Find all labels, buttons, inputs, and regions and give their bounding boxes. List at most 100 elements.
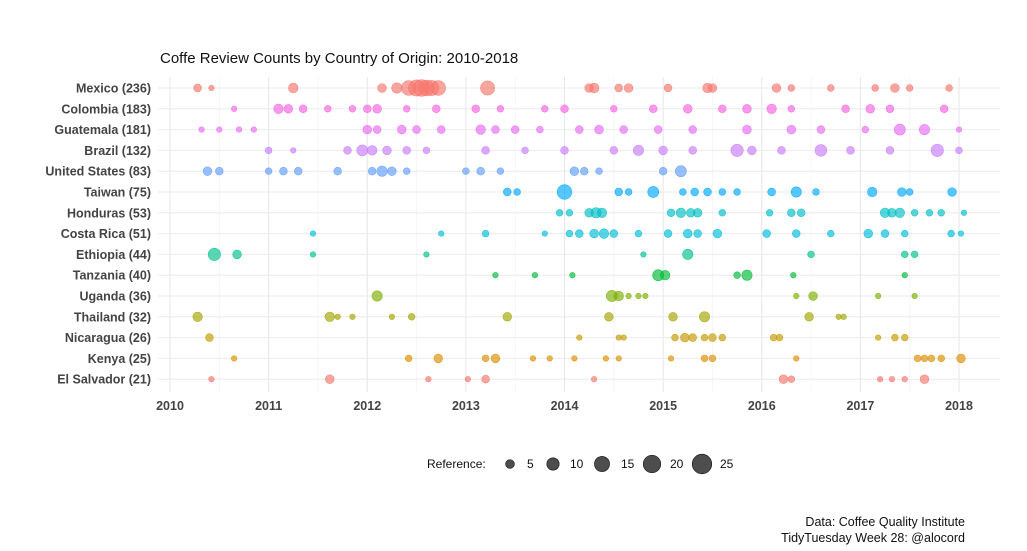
data-point — [264, 167, 273, 175]
data-point — [897, 187, 907, 197]
data-point — [786, 124, 797, 135]
data-point — [778, 374, 789, 384]
data-point — [937, 209, 945, 217]
data-point — [846, 146, 855, 155]
data-point — [671, 333, 679, 342]
data-point — [372, 104, 382, 114]
data-point — [733, 188, 741, 196]
data-point — [700, 354, 709, 363]
data-point — [602, 355, 609, 362]
data-point — [741, 269, 753, 281]
data-point — [476, 166, 485, 176]
data-point — [658, 145, 668, 156]
data-point — [496, 167, 505, 175]
data-point — [402, 146, 411, 155]
data-point — [635, 292, 642, 300]
data-point — [215, 166, 224, 176]
data-point — [693, 229, 702, 238]
data-point — [492, 272, 499, 279]
data-point — [624, 188, 633, 196]
y-tick-label: United States (83) — [45, 165, 151, 179]
data-point — [480, 80, 495, 96]
data-point — [279, 166, 288, 176]
legend-key — [642, 454, 662, 474]
data-point — [208, 84, 215, 92]
data-point — [623, 83, 634, 93]
data-point — [688, 333, 697, 342]
data-point — [682, 248, 694, 260]
data-point — [808, 291, 818, 301]
data-point — [609, 229, 619, 238]
data-point — [325, 374, 335, 384]
data-point — [865, 104, 875, 114]
data-point — [471, 104, 480, 114]
data-point — [767, 187, 776, 197]
data-point — [649, 104, 658, 114]
data-point — [571, 355, 578, 362]
data-point — [231, 105, 238, 112]
legend-key — [546, 457, 560, 471]
data-point — [925, 209, 934, 217]
data-point — [208, 376, 215, 383]
data-point — [619, 125, 628, 134]
data-point — [718, 209, 726, 217]
data-point — [730, 143, 744, 157]
data-point — [875, 292, 882, 300]
data-point — [462, 167, 470, 175]
data-point — [699, 311, 711, 323]
data-point — [919, 374, 930, 384]
x-tick-label: 2010 — [156, 399, 184, 413]
data-point — [397, 124, 407, 135]
data-point — [703, 187, 712, 197]
y-tick-label: Guatemala (181) — [54, 123, 151, 137]
data-point — [309, 251, 317, 258]
data-point — [787, 208, 796, 218]
y-tick-label: Costa Rica (51) — [61, 227, 151, 241]
data-point — [680, 332, 690, 343]
data-point — [475, 124, 486, 135]
data-point — [688, 125, 697, 134]
y-tick-label: Ethiopia (44) — [76, 248, 151, 262]
data-point — [422, 146, 431, 155]
data-point — [708, 354, 717, 363]
caption-credit: TidyTuesday Week 28: @alocord — [781, 531, 965, 545]
data-point — [718, 104, 727, 114]
caption-source: Data: Coffee Quality Institute — [805, 515, 965, 529]
data-point — [945, 84, 953, 92]
data-point — [877, 376, 884, 383]
data-point — [790, 186, 802, 198]
data-point — [569, 166, 580, 176]
data-point — [920, 354, 929, 363]
data-point — [556, 184, 573, 200]
data-point — [604, 312, 614, 322]
legend-key — [505, 459, 515, 469]
data-point — [867, 186, 878, 198]
data-point — [250, 126, 257, 133]
x-axis-ticks: 2010 2011 2012 2013 2014 2015 2016 2017 2018 — [156, 399, 973, 413]
data-point — [787, 375, 796, 383]
data-point — [793, 355, 800, 362]
data-point — [334, 313, 341, 320]
data-point — [293, 166, 303, 176]
data-point — [481, 229, 490, 238]
data-point — [901, 272, 908, 279]
data-point — [658, 166, 668, 176]
data-point — [663, 229, 673, 238]
data-point — [503, 187, 512, 197]
data-point — [814, 144, 828, 157]
data-point — [891, 333, 899, 342]
data-point — [309, 230, 317, 237]
data-point — [363, 104, 372, 114]
data-point — [510, 125, 520, 134]
data-point — [642, 292, 649, 300]
data-point — [927, 354, 936, 363]
data-point — [198, 126, 205, 133]
x-tick-label: 2015 — [649, 399, 677, 413]
data-point — [367, 145, 378, 156]
legend-label: 15 — [621, 457, 635, 471]
data-point — [464, 376, 471, 383]
data-point — [960, 209, 967, 216]
data-point — [348, 105, 357, 113]
x-tick-label: 2018 — [945, 399, 973, 413]
chart-title: Coffe Review Counts by Country of Origin… — [160, 50, 519, 67]
